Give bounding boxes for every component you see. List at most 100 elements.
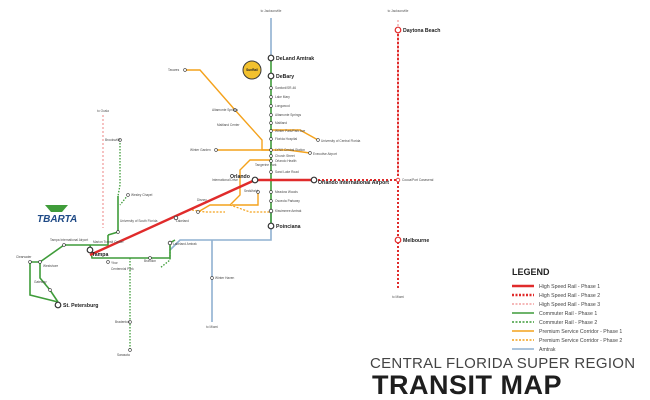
direction-jacksonville-right: to Jacksonville — [388, 9, 409, 13]
station-tavares[interactable] — [183, 68, 187, 72]
station-daytona[interactable] — [394, 26, 402, 34]
lakeland-phase2 — [159, 243, 171, 269]
label-westshore: Westshore — [43, 264, 58, 268]
map-title-line2: TRANSIT MAP — [372, 370, 562, 400]
station-disney[interactable] — [196, 210, 200, 214]
station-winter-park[interactable] — [269, 129, 273, 133]
label-cocoa: Cocoa/Port Canaveral — [402, 178, 434, 182]
station-florida-hospital[interactable] — [269, 137, 273, 141]
station-westshore[interactable] — [38, 260, 42, 264]
label-church-street: Church Street — [275, 154, 295, 158]
st-pete-line — [39, 262, 59, 303]
wesley-chapel-line — [119, 194, 129, 206]
label-daytona: Daytona Beach — [403, 28, 440, 34]
station-clearwater[interactable] — [28, 260, 32, 264]
station-deland[interactable] — [267, 54, 275, 62]
premium-seaworld-line — [232, 192, 259, 206]
station-orlando-health[interactable] — [269, 159, 273, 163]
label-orlando-airport: Orlando International Airport — [318, 180, 389, 186]
direction-jacksonville-center: to Jacksonville — [261, 9, 282, 13]
label-kissimmee: Kissimmee Amtrak — [275, 209, 302, 213]
tbarta-logo-mark — [45, 205, 68, 212]
label-winter-garden: Winter Garden — [190, 148, 211, 152]
station-lynx-central[interactable] — [269, 148, 273, 152]
station-longwood[interactable] — [269, 104, 273, 108]
label-meadow-woods: Meadow Woods — [275, 190, 298, 194]
label-maitland-center: Maitland Center — [217, 123, 240, 127]
station-sarasota[interactable] — [128, 348, 132, 352]
station-ybor[interactable] — [106, 260, 110, 264]
station-tampa[interactable] — [86, 246, 94, 254]
station-altamonte[interactable] — [269, 113, 273, 117]
station-wesley-chapel[interactable] — [126, 193, 130, 197]
station-church-street[interactable] — [269, 154, 273, 158]
station-bradenton[interactable] — [128, 320, 132, 324]
station-orlando-airport[interactable] — [310, 176, 318, 184]
station-melbourne[interactable] — [394, 236, 402, 244]
label-maitland: Maitland — [275, 121, 287, 125]
tbarta-logo: TBARTA — [37, 205, 77, 225]
label-brooksville: Brooksville — [105, 138, 121, 142]
premium-ucf-line — [271, 129, 319, 141]
brooksville-line — [117, 140, 121, 197]
legend-label-2: High Speed Rail - Phase 3 — [539, 302, 600, 308]
station-winter-haven[interactable] — [210, 276, 214, 280]
station-lake-mary[interactable] — [269, 95, 273, 99]
label-brandon: Brandon — [144, 259, 156, 263]
label-winter-park: Winter Park/Park Ave — [275, 129, 305, 133]
station-seaworld[interactable] — [256, 190, 260, 194]
station-ucf[interactable] — [316, 138, 320, 142]
station-osceola-parkway[interactable] — [269, 199, 273, 203]
premium-phase2-lines — [191, 204, 271, 213]
label-sanford: Sanford/SR-46 — [275, 86, 296, 90]
label-centennial-park: Centennial Park — [111, 267, 134, 271]
station-orlando[interactable] — [251, 176, 259, 184]
label-ucf: University of Central Florida — [321, 139, 361, 143]
label-gateway: Gateway — [34, 280, 47, 284]
usf-line — [107, 196, 119, 236]
hsr-phase2-lines — [314, 30, 399, 290]
label-tampa-airport: Tampa International Airport — [50, 238, 88, 242]
station-kissimmee[interactable] — [268, 208, 274, 214]
label-deland: DeLand Amtrak — [276, 56, 314, 62]
label-sarasota: Sarasota — [117, 353, 130, 357]
label-wesley-chapel: Wesley Chapel — [131, 193, 153, 197]
hsr-phase3-lines — [102, 20, 399, 228]
label-melbourne: Melbourne — [403, 238, 429, 244]
station-winter-garden[interactable] — [214, 148, 218, 152]
sunrail-logo-text: SunRail — [246, 68, 258, 72]
label-osceola-parkway: Osceola Parkway — [275, 199, 300, 203]
station-st-pete[interactable] — [54, 301, 62, 309]
station-brooksville[interactable] — [118, 138, 122, 142]
legend-items: High Speed Rail - Phase 1 High Speed Rail… — [512, 284, 622, 353]
premium-executive-line — [271, 149, 311, 154]
station-maitland[interactable] — [269, 121, 273, 125]
label-lakeland: Lakeland — [176, 219, 189, 223]
station-tampa-airport[interactable] — [62, 243, 66, 247]
station-executive-airport[interactable] — [308, 151, 312, 155]
label-altamonte-center: Altamonte Springs — [212, 108, 238, 112]
legend-label-7: Amtrak — [539, 347, 556, 353]
station-usf[interactable] — [116, 230, 120, 234]
stations — [28, 26, 402, 352]
label-international-drive: International Drive — [212, 178, 238, 182]
station-lakeland[interactable] — [173, 215, 179, 221]
premium-phase2-kissimmee — [229, 204, 271, 213]
station-meadow-woods[interactable] — [269, 190, 273, 194]
direction-miami-center: to Miami — [206, 325, 218, 329]
legend-label-1: High Speed Rail - Phase 2 — [539, 293, 600, 299]
station-gateway[interactable] — [48, 288, 52, 292]
label-poinciana: Poinciana — [276, 224, 301, 230]
station-brandon[interactable] — [148, 256, 152, 260]
station-lakeland-amtrak[interactable] — [167, 240, 173, 246]
station-poinciana[interactable] — [267, 222, 275, 230]
station-debary[interactable] — [267, 72, 275, 80]
station-cocoa[interactable] — [395, 177, 401, 183]
legend-title: LEGEND — [512, 267, 550, 277]
station-altamonte-center[interactable] — [233, 108, 237, 112]
label-marion: Marion Transit Center — [93, 240, 125, 244]
legend-label-5: Premium Service Corridor - Phase 1 — [539, 329, 622, 335]
station-sanford[interactable] — [269, 86, 273, 90]
station-sand-lake[interactable] — [269, 170, 273, 174]
